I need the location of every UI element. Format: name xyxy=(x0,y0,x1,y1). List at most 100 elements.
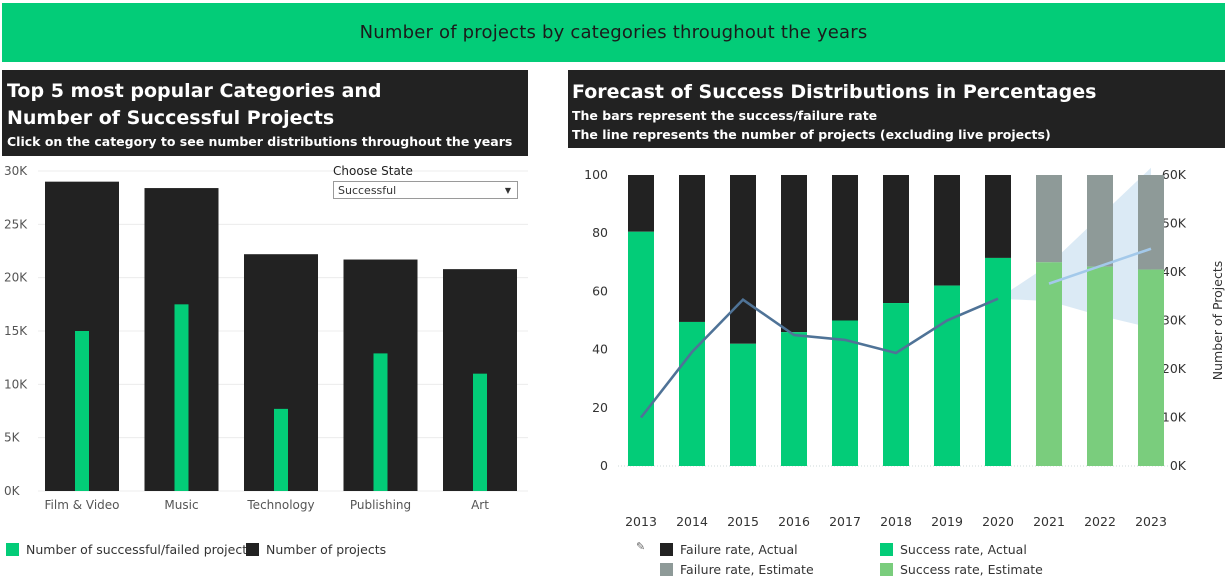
bar-failure-2019 xyxy=(934,175,960,286)
left-panel-header: Top 5 most popular Categories and Number… xyxy=(2,70,528,156)
y-tick-label: 100 xyxy=(584,167,608,182)
y2-tick-label: 10K xyxy=(1162,410,1187,425)
y-tick-label: 60 xyxy=(592,283,608,298)
legend-label: Failure rate, Estimate xyxy=(680,562,814,577)
legend-swatch xyxy=(660,563,673,576)
y-tick-label: 20 xyxy=(592,400,608,415)
bar-success-2015 xyxy=(730,343,756,466)
y2-tick-label: 30K xyxy=(1162,313,1187,328)
y2-tick-label: 60K xyxy=(1162,167,1187,182)
right-panel-header: Forecast of Success Distributions in Per… xyxy=(568,70,1225,148)
bar-success-2017 xyxy=(832,320,858,466)
bar-failure-2017 xyxy=(832,175,858,321)
legend-label: Success rate, Estimate xyxy=(900,562,1043,577)
bar-success-2023 xyxy=(1138,269,1164,466)
dashboard-title: Number of projects by categories through… xyxy=(359,22,868,43)
y-tick-label: 0K xyxy=(4,484,21,498)
y-tick-label: 40 xyxy=(592,342,608,357)
y-tick-label: 20K xyxy=(4,271,28,285)
x-tick-label: 2017 xyxy=(829,514,861,529)
state-filter-dropdown[interactable]: Successful ▼ xyxy=(333,181,518,199)
bar-failure-2023 xyxy=(1138,175,1164,270)
bar-failure-2021 xyxy=(1036,175,1062,263)
x-tick-label: Music xyxy=(164,498,198,512)
left-panel-subtitle: Click on the category to see number dist… xyxy=(7,134,513,149)
x-tick-label: 2018 xyxy=(880,514,912,529)
dashboard-title-banner: Number of projects by categories through… xyxy=(2,3,1225,62)
y-tick-label: 30K xyxy=(4,164,28,178)
x-tick-label: Film & Video xyxy=(45,498,120,512)
bar-success-2013 xyxy=(628,231,654,466)
bar-success-2021 xyxy=(1036,262,1062,466)
bar-success-2016 xyxy=(781,332,807,466)
legend-swatch xyxy=(880,563,893,576)
bar-failure-2022 xyxy=(1087,175,1113,267)
x-tick-label: 2019 xyxy=(931,514,963,529)
chevron-down-icon: ▼ xyxy=(504,185,511,195)
y2-tick-label: 0K xyxy=(1170,458,1187,473)
y-tick-label: 10K xyxy=(4,377,28,391)
bar-failure-2015 xyxy=(730,175,756,344)
legend-swatch xyxy=(880,543,893,556)
bar-successful-film-video xyxy=(75,331,89,491)
x-tick-label: 2020 xyxy=(982,514,1014,529)
legend-item-successful-failed[interactable]: Number of successful/failed projects xyxy=(6,542,254,557)
y-tick-label: 15K xyxy=(4,324,28,338)
bar-failure-2018 xyxy=(883,175,909,304)
bar-successful-music xyxy=(174,304,189,491)
legend-swatch xyxy=(6,543,19,556)
legend-label: Number of projects xyxy=(266,542,387,557)
legend-swatch xyxy=(246,543,259,556)
left-panel-title: Top 5 most popular Categories and Number… xyxy=(7,80,382,129)
bar-failure-2013 xyxy=(628,175,654,232)
legend-label: Failure rate, Actual xyxy=(680,542,798,557)
y-tick-label: 5K xyxy=(4,431,21,445)
x-tick-label: 2015 xyxy=(727,514,759,529)
bar-successful-technology xyxy=(274,408,288,491)
x-tick-label: 2013 xyxy=(625,514,657,529)
legend-item-failure-estimate[interactable]: Failure rate, Estimate xyxy=(660,562,814,577)
legend-item-success-estimate[interactable]: Success rate, Estimate xyxy=(880,562,1043,577)
x-tick-label: Art xyxy=(471,498,489,512)
legend-item-number-of-projects[interactable]: Number of projects xyxy=(246,542,386,557)
x-tick-label: 2022 xyxy=(1084,514,1116,529)
bar-success-2019 xyxy=(934,285,960,466)
success-forecast-chart-svg: 0 20 40 60 80 100 0K 10K 20K 30K 40K 50K 60K Number o… xyxy=(584,167,1225,529)
pencil-icon[interactable]: ✎ xyxy=(636,540,646,553)
line-number-of-projects-actual xyxy=(639,297,999,419)
x-tick-label: 2023 xyxy=(1135,514,1167,529)
bar-successful-publishing xyxy=(373,353,388,491)
y2-axis-label: Number of Projects xyxy=(1210,261,1225,381)
y2-tick-label: 50K xyxy=(1162,216,1187,231)
y2-tick-label: 40K xyxy=(1162,264,1187,279)
legend-item-failure-actual[interactable]: Failure rate, Actual xyxy=(660,542,798,557)
y-tick-label: 25K xyxy=(4,217,28,231)
x-tick-label: 2021 xyxy=(1033,514,1065,529)
state-filter: Choose State Successful ▼ xyxy=(333,164,518,199)
x-tick-label: 2014 xyxy=(676,514,708,529)
state-filter-label: Choose State xyxy=(333,164,413,178)
legend-label: Number of successful/failed projects xyxy=(26,542,254,557)
x-tick-label: Publishing xyxy=(350,498,411,512)
success-forecast-chart[interactable]: 0 20 40 60 80 100 0K 10K 20K 30K 40K 50K 60K Number o… xyxy=(566,160,1231,536)
bar-failure-2016 xyxy=(781,175,807,333)
right-panel-title: Forecast of Success Distributions in Per… xyxy=(572,81,1097,103)
bar-success-2022 xyxy=(1087,266,1113,466)
legend-item-success-actual[interactable]: Success rate, Actual xyxy=(880,542,1027,557)
x-tick-label: 2016 xyxy=(778,514,810,529)
category-bar-chart-svg: 0K 5K 10K 15K 20K 25K 30K Film & Video Music Tech… xyxy=(4,164,528,512)
category-bar-chart[interactable]: 0K 5K 10K 15K 20K 25K 30K Film & Video Music Tech… xyxy=(0,158,530,518)
state-filter-value: Successful xyxy=(338,183,397,197)
y-tick-label: 80 xyxy=(592,225,608,240)
bar-success-2018 xyxy=(883,303,909,466)
y-tick-label: 0 xyxy=(600,458,608,473)
forecast-band xyxy=(998,167,1151,328)
bar-success-2020 xyxy=(985,257,1011,466)
right-panel-subtitle-2: The line represents the number of projec… xyxy=(572,127,1051,142)
bar-success-2014 xyxy=(679,321,705,466)
bar-failure-2020 xyxy=(985,175,1011,258)
legend-swatch xyxy=(660,543,673,556)
x-tick-label: Technology xyxy=(246,498,314,512)
legend-label: Success rate, Actual xyxy=(900,542,1027,557)
bar-successful-art xyxy=(473,373,487,491)
